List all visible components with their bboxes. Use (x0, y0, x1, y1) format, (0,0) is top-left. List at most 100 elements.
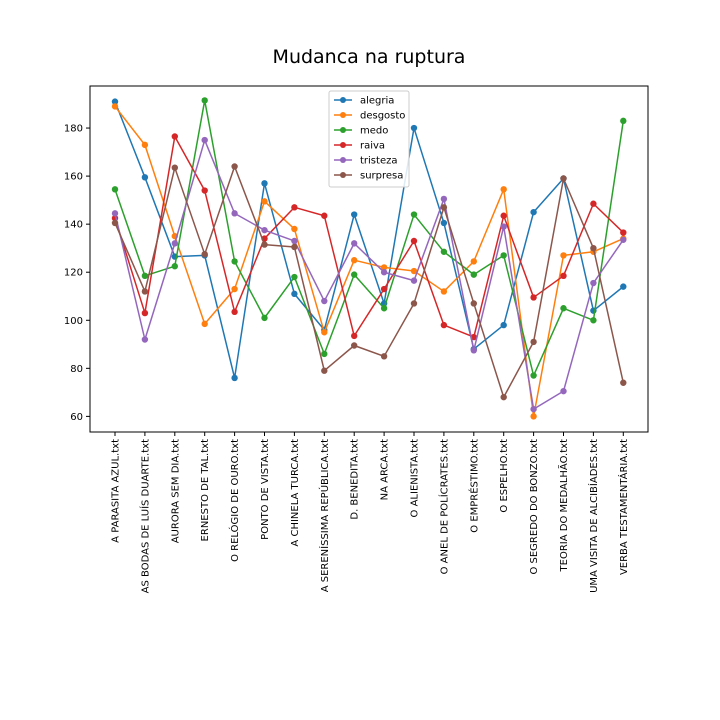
data-point (380, 305, 388, 312)
data-point (620, 283, 627, 290)
data-point (321, 367, 328, 374)
series-line (114, 101, 624, 379)
data-point (440, 248, 448, 255)
data-point (620, 236, 627, 243)
y-tick-label: 180 (64, 124, 83, 135)
y-tick-label: 160 (64, 172, 83, 183)
series-raiva (111, 133, 627, 341)
data-point (321, 297, 328, 305)
series-surpresa (111, 163, 627, 401)
data-point (530, 413, 537, 420)
legend-item-raiva: raiva (334, 141, 385, 152)
legend-label: raiva (360, 141, 385, 152)
data-point (141, 309, 149, 317)
data-point (351, 211, 358, 218)
x-tick-label: O SEGREDO DO BONZO.txt (529, 439, 540, 575)
data-point (530, 372, 537, 379)
data-point (351, 332, 358, 340)
legend-label: alegria (360, 96, 394, 107)
legend-swatch-marker (340, 157, 346, 163)
chart-title: Mudanca na ruptura (273, 46, 466, 68)
y-tick-label: 140 (64, 220, 83, 231)
data-point (590, 279, 597, 287)
data-point (171, 240, 178, 247)
x-tick-label: O ANEL DE POLÍCRATES.txt (437, 439, 450, 574)
x-tick-label: O EMPRÉSTIMO.txt (467, 439, 480, 533)
series-line (114, 139, 624, 410)
data-point (380, 269, 388, 276)
data-point (291, 290, 298, 298)
series-line (114, 165, 625, 398)
data-point (351, 240, 358, 247)
legend-swatch-marker (340, 172, 346, 178)
data-point (440, 219, 448, 227)
plot-area: 60 80 100 120 140 160 180 A PARASITA AZUL.txt AS… (64, 97, 630, 593)
data-point (500, 223, 507, 230)
data-point (440, 195, 448, 203)
legend-label: surpresa (360, 171, 403, 182)
data-point (111, 219, 119, 227)
data-point (500, 212, 507, 219)
data-point (560, 252, 567, 259)
data-point (261, 314, 268, 322)
data-point (171, 133, 178, 140)
x-tick-label: NA ARCA.txt (380, 439, 391, 500)
data-point (380, 264, 388, 271)
data-point (291, 237, 298, 245)
legend-label: tristeza (360, 156, 397, 167)
data-point (111, 103, 119, 110)
data-point (291, 243, 298, 251)
y-tick-label: 80 (70, 364, 83, 375)
legend-swatch-marker (340, 127, 346, 133)
data-point (530, 208, 537, 216)
data-point (620, 117, 627, 125)
data-point (231, 210, 238, 217)
data-point (171, 164, 178, 171)
x-tick-label: O RELÓGIO DE OURO.txt (228, 439, 241, 562)
series-desgosto (111, 103, 627, 420)
data-point (321, 212, 328, 219)
x-tick-label: AURORA SEM DIA.txt (170, 439, 181, 543)
data-point (141, 141, 149, 149)
data-point (111, 98, 119, 105)
legend-item-desgosto: desgosto (334, 111, 405, 122)
legend-item-alegria: alegria (334, 96, 394, 107)
x-tick-label: A PARASITA AZUL.txt (111, 439, 122, 543)
data-point (380, 353, 388, 360)
axes-frame (89, 85, 649, 433)
series-medo (111, 97, 627, 379)
data-point (560, 175, 567, 182)
data-point (201, 97, 208, 104)
data-point (410, 267, 418, 275)
data-point (410, 211, 418, 218)
data-point (560, 272, 567, 280)
data-point (470, 347, 477, 354)
x-tick-label: D. BENEDITA.txt (350, 439, 361, 520)
data-point (141, 174, 149, 181)
data-point (141, 336, 149, 343)
data-point (500, 393, 507, 401)
legend-swatch-marker (340, 142, 346, 148)
data-point (410, 237, 418, 245)
series-line (114, 135, 624, 338)
y-tick-label: 120 (64, 268, 83, 279)
y-tick-label: 100 (64, 316, 83, 327)
data-point (231, 163, 238, 170)
data-point (530, 338, 537, 346)
data-point (590, 244, 597, 252)
data-point (500, 252, 507, 259)
data-point (321, 329, 328, 336)
data-point (440, 321, 448, 329)
data-point (351, 342, 358, 349)
data-point (560, 387, 567, 395)
data-point (291, 225, 298, 233)
data-point (620, 379, 627, 386)
data-point (440, 204, 448, 211)
data-point (141, 288, 149, 295)
x-tick-label: VERBA TESTAMENTÁRIA.txt (617, 439, 630, 575)
series-line (114, 105, 624, 418)
x-tick-label: O ESPELHO.txt (499, 439, 510, 513)
data-point (201, 250, 208, 258)
data-point (231, 285, 238, 293)
x-tick-label: TEORIA DO MEDALHÃO.txt (557, 439, 570, 573)
